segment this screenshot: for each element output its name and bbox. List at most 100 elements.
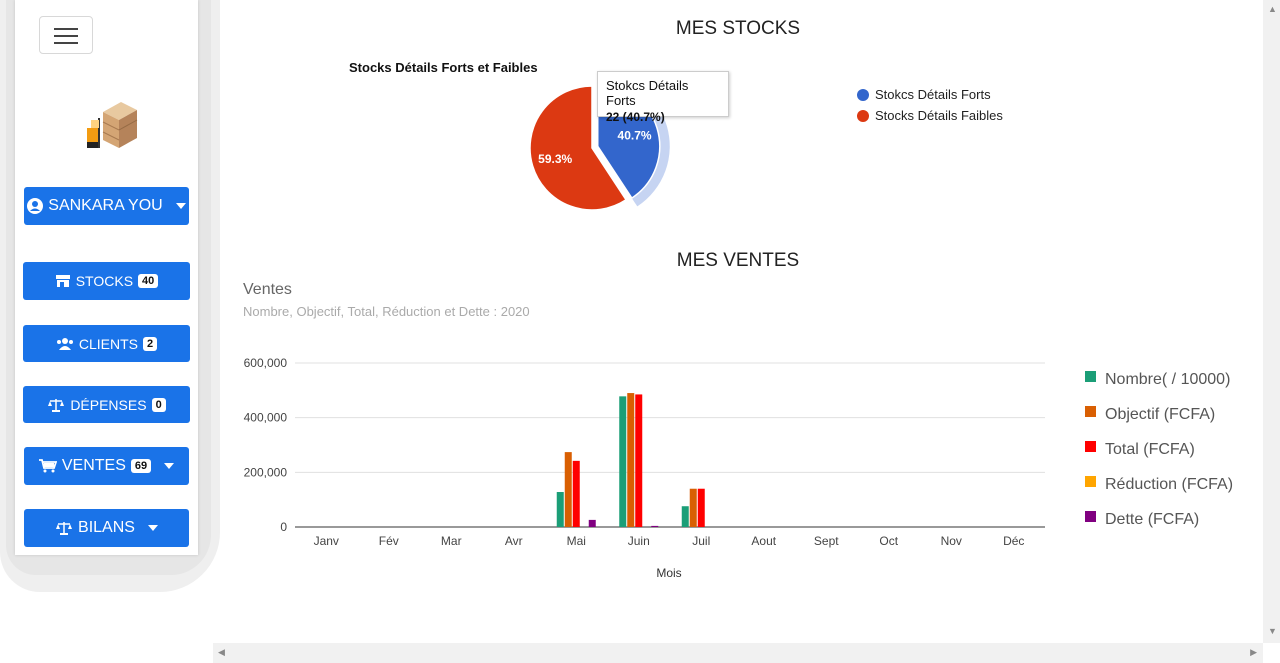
bar[interactable] (627, 393, 635, 527)
count-badge: 0 (151, 397, 166, 412)
bar-chart-title: Ventes (243, 281, 292, 298)
legend-item[interactable]: Stocks Détails Faibles (857, 105, 1003, 126)
legend-swatch (1085, 511, 1096, 522)
scroll-up-icon[interactable]: ▲ (1268, 4, 1277, 14)
count-badge: 40 (138, 274, 159, 288)
bar[interactable] (572, 460, 580, 527)
x-tick-label: Janv (314, 534, 339, 548)
legend-item[interactable]: Objectif (FCFA) (1085, 397, 1233, 432)
sidebar-item-label: VENTES (61, 457, 126, 474)
legend-label: Objectif (FCFA) (1105, 405, 1216, 423)
pie-legend: Stokcs Détails Forts Stocks Détails Faib… (857, 84, 1003, 126)
scroll-left-icon[interactable]: ◀ (218, 647, 225, 657)
bar[interactable] (681, 506, 689, 527)
y-tick-label: 400,000 (244, 411, 288, 425)
scroll-right-icon[interactable]: ▶ (1250, 647, 1257, 657)
x-tick-label: Juil (692, 534, 710, 548)
sidebar-item-ventes[interactable]: VENTES 69 (24, 447, 189, 485)
legend-label: Total (FCFA) (1105, 440, 1195, 458)
tooltip-value: 22 (40.7%) (606, 110, 665, 124)
legend-swatch (1085, 406, 1096, 417)
menu-toggle-button[interactable] (39, 16, 93, 54)
sidebar: SANKARA YOU STOCKS 40 CLIENTS 2 DÉPENSES (15, 0, 198, 555)
x-tick-label: Juin (628, 534, 650, 548)
user-circle-icon (27, 198, 44, 214)
hamburger-line (54, 42, 78, 44)
ventes-bar-chart: 0 200,000 400,000 600,000 Janv Fév Mar Avr Mai Ju… (244, 356, 1045, 580)
chevron-down-icon (147, 525, 158, 531)
x-tick-label: Oct (879, 534, 898, 548)
x-tick-label: Sept (814, 534, 839, 548)
user-menu-button[interactable]: SANKARA YOU (24, 187, 189, 225)
users-icon (56, 337, 73, 350)
legend-swatch (1085, 476, 1096, 487)
stocks-section-title: MES STOCKS (675, 18, 801, 39)
x-tick-label: Aout (751, 534, 776, 548)
bar[interactable] (689, 488, 697, 527)
legend-label: Stocks Détails Faibles (875, 108, 1003, 123)
hamburger-line (54, 35, 78, 37)
legend-item[interactable]: Stokcs Détails Forts (857, 84, 1003, 105)
legend-label: Réduction (FCFA) (1105, 475, 1234, 493)
pie-slice-label: 40.7% (618, 128, 652, 142)
chevron-down-icon (164, 463, 175, 469)
sidebar-item-stocks[interactable]: STOCKS 40 (23, 262, 190, 300)
sidebar-item-label: BILANS (78, 519, 135, 536)
sidebar-item-depenses[interactable]: DÉPENSES 0 (23, 386, 190, 423)
pie-tooltip: Stokcs Détails Forts 22 (40.7%) (597, 71, 729, 124)
tooltip-label: Stokcs Détails Forts (606, 78, 689, 108)
sidebar-item-label: CLIENTS (78, 335, 138, 352)
count-badge: 69 (130, 459, 152, 473)
legend-item[interactable]: Réduction (FCFA) (1085, 467, 1233, 502)
sidebar-item-bilans[interactable]: BILANS (24, 509, 189, 547)
bar[interactable] (564, 452, 572, 527)
x-tick-label: Avr (505, 534, 523, 548)
ventes-section-title: MES VENTES (676, 250, 800, 271)
horizontal-scrollbar[interactable]: ◀ ▶ (213, 643, 1263, 663)
legend-dot (857, 88, 869, 101)
legend-label: Stokcs Détails Forts (875, 87, 991, 102)
sidebar-item-clients[interactable]: CLIENTS 2 (23, 325, 190, 362)
balance-scale-icon (56, 522, 73, 535)
x-axis-title: Mois (656, 566, 681, 580)
x-tick-label: Fév (379, 534, 399, 548)
y-tick-label: 0 (280, 520, 287, 534)
hamburger-line (54, 28, 78, 30)
legend-item[interactable]: Total (FCFA) (1085, 432, 1233, 467)
bar[interactable] (651, 525, 659, 527)
warehouse-logo-icon (87, 102, 138, 148)
x-tick-label: Nov (941, 534, 962, 548)
chevron-down-icon (175, 203, 186, 209)
legend-label: Dette (FCFA) (1105, 510, 1200, 528)
bar[interactable] (635, 394, 643, 527)
store-icon (55, 275, 70, 287)
user-name: SANKARA YOU (48, 197, 163, 214)
bar[interactable] (588, 519, 596, 527)
pie-chart-title: Stocks Détails Forts et Faibles (349, 60, 538, 75)
vertical-scrollbar[interactable]: ▲ ▼ (1263, 0, 1280, 643)
bar[interactable] (697, 488, 705, 527)
sidebar-item-label: STOCKS (75, 273, 134, 289)
x-tick-label: Déc (1003, 534, 1024, 548)
legend-label: Nombre( / 10000) (1105, 370, 1231, 388)
legend-item[interactable]: Nombre( / 10000) (1085, 362, 1233, 397)
bar[interactable] (619, 396, 627, 527)
legend-item[interactable]: Dette (FCFA) (1085, 502, 1233, 537)
count-badge: 2 (143, 336, 158, 351)
cart-icon (38, 459, 57, 473)
sidebar-item-label: DÉPENSES (70, 396, 147, 413)
bar-legend: Nombre( / 10000) Objectif (FCFA) Total (FC… (1085, 362, 1233, 537)
x-tick-label: Mar (441, 534, 462, 548)
legend-swatch (1085, 441, 1096, 452)
pie-slice[interactable] (529, 85, 628, 211)
bar[interactable] (556, 492, 564, 527)
legend-dot (857, 109, 869, 122)
y-tick-label: 600,000 (244, 356, 288, 370)
bar-chart-subtitle: Nombre, Objectif, Total, Réduction et De… (243, 304, 530, 319)
y-tick-label: 200,000 (244, 465, 288, 479)
pie-slice-label: 59.3% (538, 152, 572, 166)
scroll-down-icon[interactable]: ▼ (1268, 626, 1277, 636)
legend-swatch (1085, 371, 1096, 382)
x-tick-label: Mai (567, 534, 586, 548)
balance-scale-icon (48, 398, 65, 412)
